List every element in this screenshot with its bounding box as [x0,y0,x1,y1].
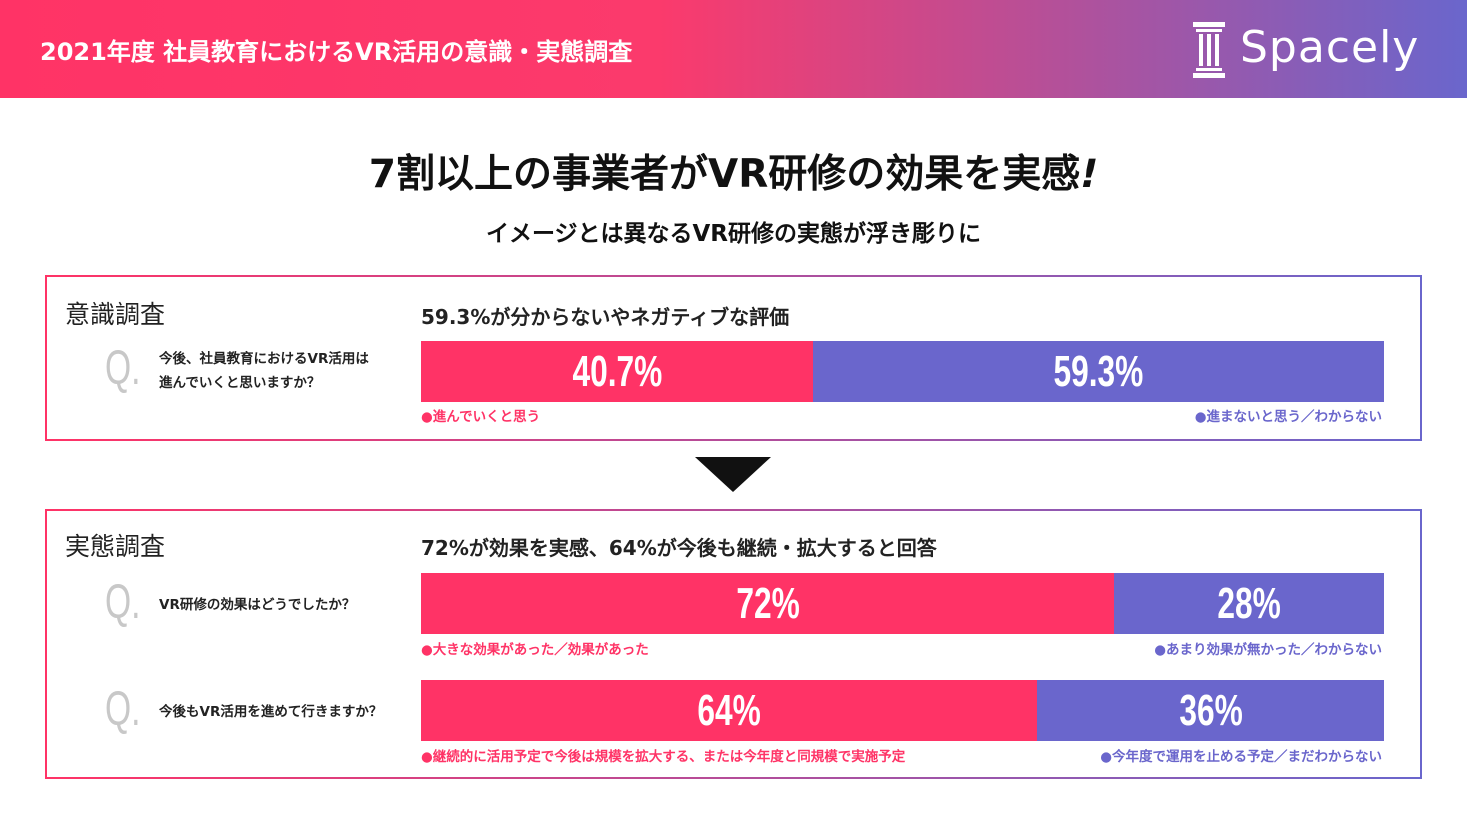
question-text: VR研修の効果はどうでしたか？ [159,597,356,613]
bar-segment-negative: 59.3% [812,341,1384,402]
logo-text: Spacely [1240,22,1420,73]
actual-survey-panel: 実態調査 72%が効果を実感、64%が今後も継続・拡大すると回答 Q. VR研修… [45,509,1422,779]
bar-segment-positive: 40.7% [421,341,813,402]
subtitle: イメージとは異なるVR研修の実態が浮き彫りに [485,221,982,247]
down-triangle-icon [695,457,771,492]
panel-headline: 59.3%が分からないやネガティブな評価 [421,305,790,329]
data-label: 36% [1178,685,1243,735]
panel-label: 実態調査 [65,532,166,561]
legend-positive: ●進んでいくと思う [421,409,541,425]
question-text: 今後、社員教育におけるVR活用は 進んでいくと思いますか？ [159,351,369,391]
main-title: 7割以上の事業者がVR研修の効果を実感! [0,143,1467,199]
bar-segment-positive: 72% [421,573,1115,634]
q-mark: Q. [105,683,141,736]
stacked-bar: 64% 36% [421,680,1384,741]
header-title: 2021年度 社員教育におけるVR活用の意識・実態調査 [40,38,633,66]
bar-segment-negative: 28% [1114,573,1384,634]
q-mark: Q. [105,576,141,629]
legend-negative: ●あまり効果が無かった／わからない [1154,642,1382,658]
stacked-bar: 40.7% 59.3% [421,341,1384,402]
awareness-survey-panel: 意識調査 59.3%が分からないやネガティブな評価 Q. 今後、社員教育における… [45,275,1422,441]
data-label: 59.3% [1053,346,1144,396]
data-label: 28% [1217,578,1281,628]
data-label: 40.7% [572,346,662,396]
legend-negative: ●今年度で運用を止める予定／まだわからない [1100,749,1382,765]
q-mark: Q. [105,342,141,395]
legend-positive: ●継続的に活用予定で今後は規模を拡大する、または今年度と同規模で実施予定 [421,749,906,765]
bar-segment-negative: 36% [1037,680,1384,741]
panel-label: 意識調査 [65,300,166,329]
legend-positive: ●大きな効果があった／効果があった [421,642,649,658]
stacked-bar: 72% 28% [421,573,1384,634]
legend-negative: ●進まないと思う／わからない [1194,409,1382,425]
bar-segment-positive: 64% [421,680,1038,741]
logo: Spacely [1190,18,1430,80]
question-text: 今後もVR活用を進めて行きますか？ [159,704,383,720]
pillar-icon [1193,22,1225,78]
panel-headline: 72%が効果を実感、64%が今後も継続・拡大すると回答 [421,536,937,560]
data-label: 72% [735,578,800,628]
header-banner: 2021年度 社員教育におけるVR活用の意識・実態調査 Spacely [0,0,1467,98]
main-title-text: 7割以上の事業者がVR研修の効果を実感 [368,152,1081,197]
data-label: 64% [697,685,761,735]
